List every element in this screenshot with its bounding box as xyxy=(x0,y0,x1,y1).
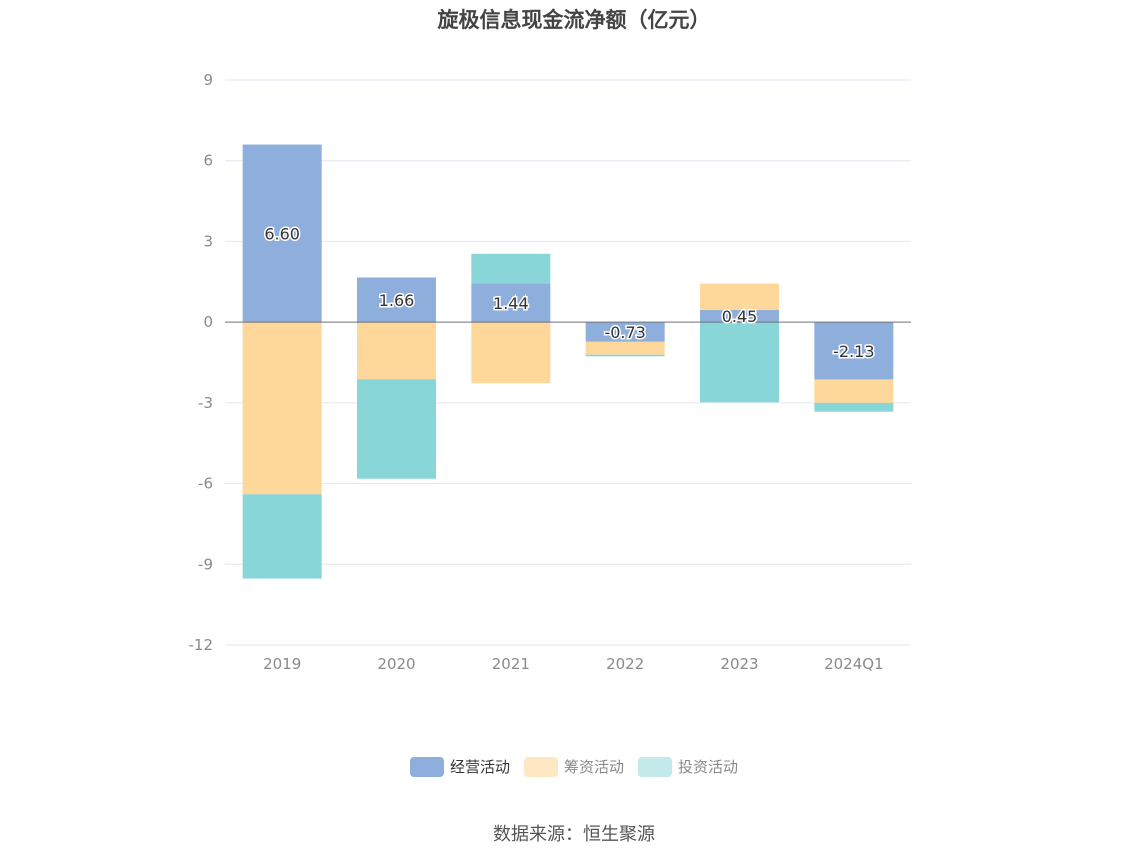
bar-layer xyxy=(242,144,894,579)
grid-layer xyxy=(225,79,911,646)
x-tick-label: 2020 xyxy=(377,655,415,673)
source-note: 数据来源：恒生聚源 xyxy=(493,824,655,845)
legend-item[interactable]: 筹资活动 xyxy=(523,756,624,777)
x-tick-label: 2021 xyxy=(492,655,530,673)
data-label: 0.45 xyxy=(722,307,758,326)
bar-segment xyxy=(471,253,551,284)
bar-segment xyxy=(471,322,551,384)
axis-layer: 9 6 3 0 -3 -6 -9 -12 2019 2020 2021 2022 2023 2024Q1 xyxy=(189,71,911,673)
legend-swatch xyxy=(409,756,444,777)
y-tick-label: -12 xyxy=(189,636,214,654)
bar-segment xyxy=(814,379,894,403)
bar-segment xyxy=(242,144,322,323)
legend-label: 筹资活动 xyxy=(563,758,624,776)
y-tick-label: -3 xyxy=(198,394,213,412)
label-layer: 6.60 1.66 1.44 -0.73 0.45 -2.13 xyxy=(263,223,876,362)
bar-segment xyxy=(242,494,322,579)
y-tick-label: 3 xyxy=(203,232,213,250)
legend-label: 经营活动 xyxy=(449,758,510,776)
bar-segment xyxy=(814,322,894,380)
legend-swatch xyxy=(638,756,672,777)
data-label: 1.44 xyxy=(493,294,529,313)
y-tick-label: 9 xyxy=(203,71,213,89)
y-tick-label: -6 xyxy=(198,475,213,493)
x-tick-label: 2019 xyxy=(263,655,301,673)
bar-segment xyxy=(357,322,436,380)
bar-segment xyxy=(357,277,436,323)
chart-title: 旋极信息现金流净额（亿元） xyxy=(437,8,711,32)
y-tick-label: 0 xyxy=(203,313,213,331)
bar-segment xyxy=(357,379,436,479)
data-label: -2.13 xyxy=(833,342,874,361)
y-tick-label: -9 xyxy=(198,555,213,573)
legend-label: 投资活动 xyxy=(678,758,739,776)
bar-segment xyxy=(242,322,322,495)
data-label: -0.73 xyxy=(604,323,645,342)
data-label: 1.66 xyxy=(379,291,415,310)
x-tick-label: 2022 xyxy=(606,655,644,673)
bar-segment xyxy=(585,341,665,355)
bar-segment xyxy=(814,402,894,412)
legend-item[interactable]: 投资活动 xyxy=(638,756,738,777)
x-tick-label: 2023 xyxy=(720,655,758,673)
bar-segment xyxy=(700,310,779,323)
legend-item[interactable]: 经营活动 xyxy=(409,756,510,777)
x-tick-label: 2024Q1 xyxy=(824,655,884,673)
legend: 经营活动 筹资活动 投资活动 xyxy=(0,756,1148,777)
bar-segment xyxy=(585,354,665,357)
bar-segment xyxy=(700,283,779,311)
bar-segment xyxy=(585,322,665,342)
legend-swatch xyxy=(523,756,558,777)
bar-segment xyxy=(700,322,779,403)
bar-segment xyxy=(471,283,551,323)
data-label: 6.60 xyxy=(264,224,300,243)
y-tick-label: 6 xyxy=(203,152,213,170)
